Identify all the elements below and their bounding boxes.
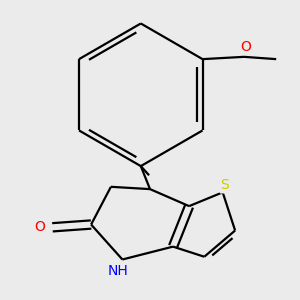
Text: S: S (220, 178, 230, 192)
Text: NH: NH (107, 264, 128, 278)
Text: O: O (34, 220, 45, 234)
Text: O: O (240, 40, 251, 54)
